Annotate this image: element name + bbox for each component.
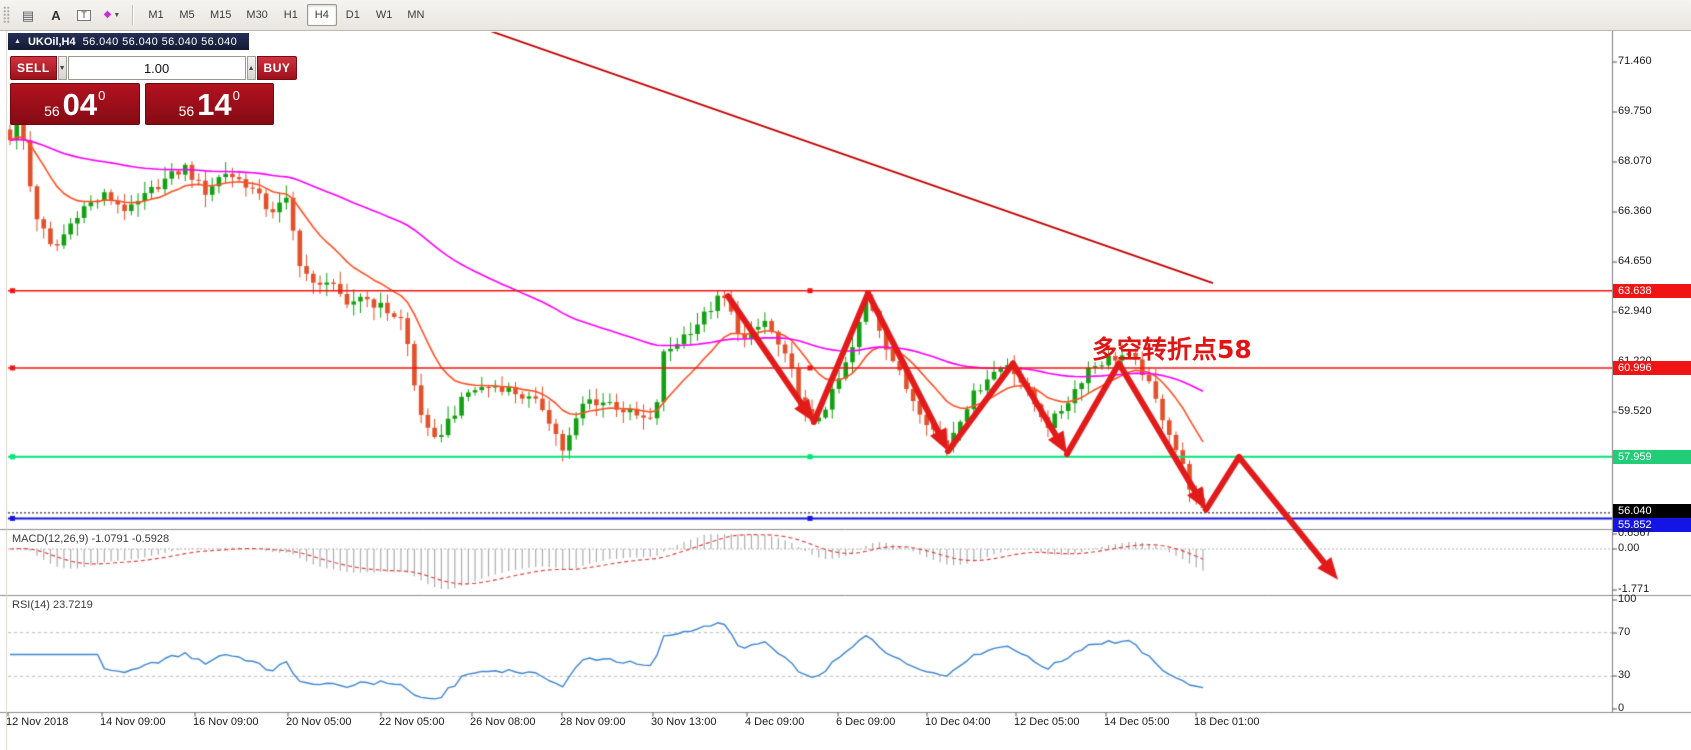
trade-panel-prices: 56 04 0 56 14 0 [10,83,274,125]
rsi-axis-label: 30 [1618,669,1631,681]
sell-button[interactable]: SELL [10,56,57,80]
shapes-icon-button[interactable]: ◆ ▼ [99,4,125,26]
date-axis-label: 26 Nov 08:00 [470,716,536,728]
chart-ohlc-values: 56.040 56.040 56.040 56.040 [82,35,238,48]
ask-point: 0 [232,88,240,103]
date-axis-label: 20 Nov 05:00 [286,716,352,728]
chevron-down-icon: ▼ [113,11,121,19]
timeframe-button-h1[interactable]: H1 [276,4,306,26]
toolbar-icon-group: ▤ A T ◆ ▼ [15,4,125,26]
date-axis-label: 22 Nov 05:00 [379,716,445,728]
price-axis-label: 69.750 [1618,105,1652,117]
chevron-up-icon: ▲ [247,64,255,72]
macd-indicator-label: MACD(12,26,9) -1.0791 -0.5928 [12,533,170,545]
toolbar: ▤ A T ◆ ▼ M1 M5 M15 M30 H1 H4 D1 W1 MN [0,0,1691,31]
volume-up-button[interactable]: ▲ [246,56,256,80]
price-level-label: 57.959 [1613,449,1691,464]
chart-title-bar[interactable]: ▲ UKOil,H4 56.040 56.040 56.040 56.040 [8,33,250,50]
text-label-icon: A [51,7,61,23]
one-click-trading-panel: SELL ▼ ▲ BUY 56 04 0 56 14 0 [10,56,298,125]
price-level-label: 63.638 [1613,283,1691,298]
text-label-icon-button[interactable]: A [43,4,69,26]
timeframe-button-d1[interactable]: D1 [338,4,368,26]
bid-big-figure: 56 [44,103,60,119]
ask-price-tile[interactable]: 56 14 0 [144,83,274,125]
timeframe-button-w1[interactable]: W1 [369,4,400,26]
shapes-icon: ◆ [103,9,112,20]
rsi-axis-label: 0 [1618,702,1625,714]
rsi-axis-label: 70 [1618,626,1631,638]
price-level-label: 60.996 [1613,360,1691,375]
toolbar-grip[interactable] [3,6,10,24]
timeframe-button-h4[interactable]: H4 [306,4,337,26]
macd-axis-label: 0.6567 [1618,527,1652,539]
date-axis-label: 12 Nov 2018 [6,716,69,728]
timeframe-button-mn[interactable]: MN [400,4,431,26]
volume-dropdown-button[interactable]: ▼ [57,56,67,80]
bid-point: 0 [98,88,106,103]
date-axis-label: 16 Nov 09:00 [193,716,259,728]
bid-price-tile[interactable]: 56 04 0 [10,83,140,125]
date-axis-label: 6 Dec 09:00 [836,716,896,728]
ask-pips: 14 [197,86,232,122]
timeframe-toolbar: M1 M5 M15 M30 H1 H4 D1 W1 MN [141,4,431,26]
macd-axis-label: -1.771 [1618,583,1650,595]
rsi-axis-label: 100 [1618,593,1637,605]
volume-input[interactable] [67,56,246,80]
date-axis-label: 12 Dec 05:00 [1014,716,1080,728]
price-axis-label: 71.460 [1618,55,1652,67]
text-frame-icon: T [77,9,91,21]
timeframe-button-m1[interactable]: M1 [141,4,171,26]
macd-axis-label: 0.00 [1618,542,1640,554]
ask-big-figure: 56 [178,103,195,119]
chart-icon: ▲ [14,38,21,45]
price-level-label: 56.040 [1613,504,1691,518]
buy-button[interactable]: BUY [256,56,298,80]
chart-grid-icon: ▤ [21,7,35,23]
chart-annotation-text: 多空转折点58 [1092,335,1252,364]
timeframe-button-m15[interactable]: M15 [203,4,238,26]
timeframe-button-m5[interactable]: M5 [172,4,202,26]
timeframe-button-m30[interactable]: M30 [239,4,274,26]
price-axis-label: 59.520 [1618,405,1652,417]
chart-symbol-timeframe: UKOil,H4 [27,35,76,48]
chevron-down-icon: ▼ [58,64,66,72]
rsi-indicator-label: RSI(14) 23.7219 [12,599,93,611]
price-axis-label: 62.940 [1618,305,1652,317]
bid-pips: 04 [62,86,98,122]
date-axis-label: 30 Nov 13:00 [651,716,717,728]
price-level-label: 55.852 [1613,518,1691,532]
toolbar-separator [132,5,134,25]
date-axis-label: 28 Nov 09:00 [560,716,626,728]
trade-panel-controls: SELL ▼ ▲ BUY [10,56,298,80]
date-axis-label: 10 Dec 04:00 [925,716,991,728]
date-axis-label: 14 Dec 05:00 [1104,716,1170,728]
date-axis-label: 4 Dec 09:00 [745,716,805,728]
price-axis-label: 64.650 [1618,255,1652,267]
price-axis-label: 66.360 [1618,205,1652,217]
chart-grid-icon-button[interactable]: ▤ [15,4,41,26]
date-axis-label: 18 Dec 01:00 [1194,716,1260,728]
price-axis-label: 68.070 [1618,155,1652,167]
date-axis-label: 14 Nov 09:00 [100,716,166,728]
text-frame-icon-button[interactable]: T [71,4,97,26]
